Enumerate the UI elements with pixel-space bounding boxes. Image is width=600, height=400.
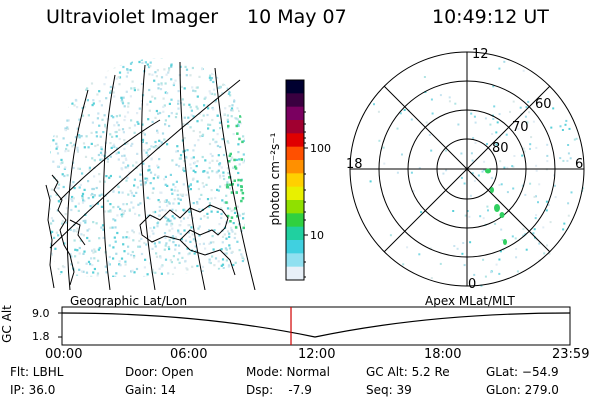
mlt-label-18: 18 <box>346 157 363 172</box>
mlat-label-80: 80 <box>492 141 509 156</box>
colorbar-band <box>286 160 304 174</box>
mlat-label-60: 60 <box>535 97 552 112</box>
colorbar-band <box>286 186 304 201</box>
coastline <box>45 174 236 289</box>
gain-value: Gain: 14 <box>125 383 176 397</box>
ytick-1-8: 1.8 <box>32 330 50 343</box>
polar-panel-label: Apex MLat/MLT <box>425 294 515 308</box>
colorbar-band <box>286 253 304 268</box>
ip-value: IP: 36.0 <box>10 383 56 397</box>
instrument-info: Flt: LBHL IP: 36.0 Door: Open Gain: 14 M… <box>0 362 600 400</box>
date-label: 10 May 07 <box>247 6 347 28</box>
colorbar-band <box>286 93 304 108</box>
altitude-curve <box>61 312 571 338</box>
ytick-9: 9.0 <box>32 307 50 320</box>
door-value: Door: Open <box>125 365 194 379</box>
orbit-timeline: Geographic Lat/Lon Apex MLat/MLT GC Alt … <box>0 294 600 365</box>
colorbar-band <box>286 133 304 148</box>
timeline-ylabel: GC Alt <box>0 305 14 343</box>
xtick-1800: 18:00 <box>424 347 462 362</box>
xtick-0600: 06:00 <box>170 347 208 362</box>
colorbar-band <box>286 200 304 214</box>
seq-value: Seq: 39 <box>366 383 412 397</box>
dsp-value: Dsp: -7.9 <box>246 383 312 397</box>
mlat-label-70: 70 <box>512 120 529 135</box>
polar-aurora-spots <box>485 168 507 245</box>
lat-lon-grid <box>49 61 256 291</box>
polar-grid <box>349 51 585 287</box>
glon-value: GLon: 279.0 <box>486 383 559 397</box>
xtick-1200: 12:00 <box>298 347 336 362</box>
colorbar-graphic <box>285 79 308 281</box>
colorbar-band <box>286 106 304 121</box>
geo-panel-label: Geographic Lat/Lon <box>70 294 188 308</box>
colorbar-band <box>286 80 304 94</box>
glat-value: GLat: −54.9 <box>486 365 559 379</box>
gc-alt-value: GC Alt: 5.2 Re <box>366 365 450 379</box>
mlt-label-6: 6 <box>575 157 584 172</box>
colorbar-band <box>286 173 304 188</box>
mlt-label-12: 12 <box>472 47 489 62</box>
colorbar-unit-label: photon cm⁻²s⁻¹ <box>268 132 282 226</box>
colorbar-tick-100: 100 <box>310 142 331 155</box>
colorbar-minor-ticks <box>304 111 306 278</box>
colorbar-band <box>286 120 304 134</box>
instrument-title: Ultraviolet Imager <box>46 6 219 28</box>
polar-plot <box>349 51 585 287</box>
colorbar-tick-10: 10 <box>310 229 324 242</box>
geographic-map <box>45 58 256 291</box>
colorbar-band <box>286 266 304 281</box>
colorbar: 100 10 photon cm⁻²s⁻¹ <box>260 72 331 292</box>
colorbar-band <box>286 240 304 254</box>
colorbar-band <box>286 213 304 228</box>
timeline-plot <box>58 306 571 346</box>
colorbar-band <box>286 226 304 241</box>
polar-mlat-mlt-panel: 12 18 6 0 60 70 80 <box>340 45 595 295</box>
geographic-image-panel <box>40 50 280 291</box>
time-label: 10:49:12 UT <box>432 6 549 28</box>
filter-value: Flt: LBHL <box>10 365 64 379</box>
polar-emission-speckle <box>355 60 585 287</box>
xtick-2359: 23:59 <box>552 347 590 362</box>
xtick-0000: 00:00 <box>45 347 83 362</box>
colorbar-band <box>286 146 304 161</box>
mlt-label-0: 0 <box>468 277 477 292</box>
mode-value: Mode: Normal <box>246 365 330 379</box>
